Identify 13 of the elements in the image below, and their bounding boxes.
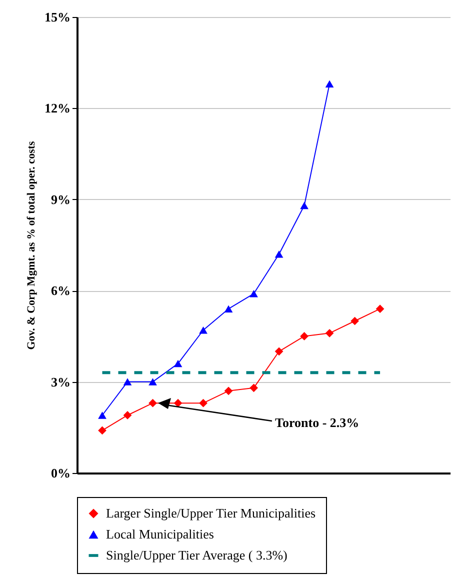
y-tick-label: 9% (51, 192, 70, 207)
legend-label: Single/Upper Tier Average ( 3.3%) (106, 548, 288, 562)
y-tick-label: 3% (51, 374, 70, 390)
annotation: Toronto - 2.3% (275, 415, 360, 430)
legend-label: Larger Single/Upper Tier Municipalities (106, 506, 316, 520)
y-tick-label: 15% (44, 10, 70, 24)
y-axis-title: Gov. & Corp Mgmt. as % of total oper. costs (26, 140, 38, 350)
legend-label: Local Municipalities (106, 526, 214, 542)
point (98, 412, 106, 419)
y-tick-label: 0% (51, 466, 70, 480)
y-tick-label: 6% (51, 283, 70, 298)
y-tick-label: 12% (44, 100, 70, 116)
point (148, 378, 157, 386)
